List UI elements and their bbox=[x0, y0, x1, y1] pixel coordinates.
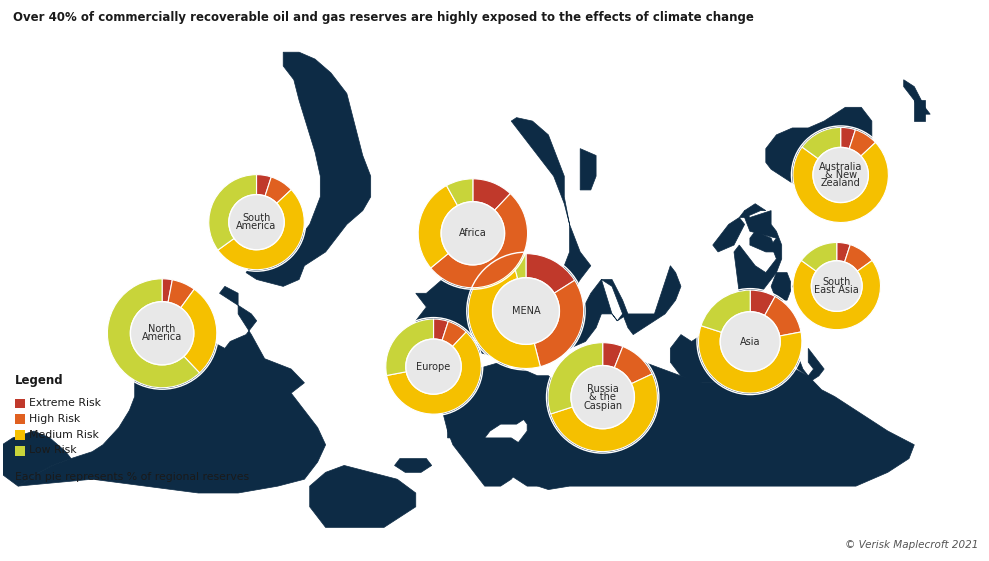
Polygon shape bbox=[474, 434, 538, 486]
Polygon shape bbox=[745, 204, 765, 218]
Text: Europe: Europe bbox=[416, 362, 451, 371]
Text: East Asia: East Asia bbox=[814, 285, 859, 295]
Polygon shape bbox=[18, 286, 325, 493]
Polygon shape bbox=[511, 362, 914, 490]
Wedge shape bbox=[256, 174, 271, 196]
Polygon shape bbox=[0, 431, 71, 486]
Text: & New: & New bbox=[825, 170, 856, 180]
Text: America: America bbox=[142, 333, 182, 342]
Text: Russia: Russia bbox=[586, 384, 618, 394]
Wedge shape bbox=[534, 280, 584, 367]
Polygon shape bbox=[437, 358, 559, 486]
Polygon shape bbox=[448, 410, 469, 438]
Wedge shape bbox=[511, 254, 526, 279]
Wedge shape bbox=[168, 280, 194, 308]
Polygon shape bbox=[395, 458, 431, 472]
Polygon shape bbox=[713, 218, 745, 252]
Wedge shape bbox=[526, 254, 575, 293]
Polygon shape bbox=[765, 107, 872, 190]
Wedge shape bbox=[751, 290, 775, 315]
Text: South: South bbox=[242, 213, 271, 223]
Polygon shape bbox=[581, 149, 596, 190]
Polygon shape bbox=[671, 307, 787, 383]
Text: High Risk: High Risk bbox=[29, 414, 80, 424]
Polygon shape bbox=[808, 348, 824, 383]
Circle shape bbox=[405, 339, 461, 394]
Wedge shape bbox=[845, 245, 872, 271]
Circle shape bbox=[720, 312, 780, 371]
Wedge shape bbox=[850, 130, 875, 156]
Wedge shape bbox=[387, 332, 482, 414]
Wedge shape bbox=[418, 186, 458, 268]
Polygon shape bbox=[310, 466, 415, 527]
Text: & the: & the bbox=[589, 392, 616, 402]
Circle shape bbox=[441, 202, 504, 265]
Polygon shape bbox=[914, 100, 925, 121]
Circle shape bbox=[571, 366, 634, 429]
Wedge shape bbox=[431, 194, 527, 288]
Wedge shape bbox=[108, 279, 200, 388]
Circle shape bbox=[131, 302, 194, 365]
Text: MENA: MENA bbox=[511, 306, 540, 316]
Wedge shape bbox=[801, 242, 837, 271]
Wedge shape bbox=[442, 321, 466, 347]
Wedge shape bbox=[209, 174, 256, 250]
Wedge shape bbox=[548, 343, 602, 414]
Wedge shape bbox=[433, 319, 448, 341]
Polygon shape bbox=[623, 266, 681, 334]
Wedge shape bbox=[793, 142, 888, 223]
Polygon shape bbox=[750, 231, 776, 252]
Text: South: South bbox=[823, 277, 851, 287]
Bar bbox=[15, 415, 25, 424]
Text: Over 40% of commercially recoverable oil and gas reserves are highly exposed to : Over 40% of commercially recoverable oil… bbox=[13, 11, 754, 24]
Polygon shape bbox=[415, 118, 590, 355]
Polygon shape bbox=[771, 273, 792, 300]
Polygon shape bbox=[904, 80, 931, 114]
Wedge shape bbox=[802, 127, 841, 159]
Wedge shape bbox=[793, 260, 880, 330]
Wedge shape bbox=[181, 289, 217, 373]
Text: Africa: Africa bbox=[459, 228, 487, 238]
Wedge shape bbox=[473, 179, 510, 210]
Polygon shape bbox=[718, 210, 781, 314]
Bar bbox=[15, 398, 25, 408]
Text: Zealand: Zealand bbox=[821, 178, 860, 188]
Text: Australia: Australia bbox=[819, 162, 862, 172]
Text: Medium Risk: Medium Risk bbox=[29, 430, 99, 440]
Wedge shape bbox=[446, 179, 473, 206]
Text: Legend: Legend bbox=[15, 374, 63, 387]
Text: Caspian: Caspian bbox=[584, 401, 622, 411]
Wedge shape bbox=[386, 319, 433, 375]
Text: Each pie represents % of regional reserves: Each pie represents % of regional reserv… bbox=[15, 472, 249, 482]
Wedge shape bbox=[764, 296, 801, 336]
Text: Asia: Asia bbox=[740, 337, 761, 347]
Wedge shape bbox=[218, 190, 305, 270]
Wedge shape bbox=[698, 326, 802, 393]
Wedge shape bbox=[837, 242, 851, 262]
Text: America: America bbox=[236, 222, 277, 231]
Text: Low Risk: Low Risk bbox=[29, 445, 76, 456]
Text: North: North bbox=[148, 324, 176, 334]
Wedge shape bbox=[551, 374, 658, 452]
Wedge shape bbox=[614, 347, 652, 384]
Wedge shape bbox=[701, 290, 751, 332]
Polygon shape bbox=[246, 52, 371, 286]
Circle shape bbox=[813, 148, 868, 203]
Polygon shape bbox=[792, 355, 808, 376]
Wedge shape bbox=[602, 343, 623, 368]
Circle shape bbox=[228, 195, 284, 250]
Wedge shape bbox=[265, 177, 292, 203]
Polygon shape bbox=[538, 279, 628, 355]
Bar bbox=[15, 446, 25, 456]
Wedge shape bbox=[162, 279, 172, 302]
Bar bbox=[15, 430, 25, 440]
Text: © Verisk Maplecroft 2021: © Verisk Maplecroft 2021 bbox=[845, 540, 978, 550]
Text: Extreme Risk: Extreme Risk bbox=[29, 398, 101, 408]
Circle shape bbox=[493, 278, 560, 344]
Circle shape bbox=[811, 261, 862, 311]
Wedge shape bbox=[469, 255, 540, 369]
Wedge shape bbox=[841, 127, 855, 149]
